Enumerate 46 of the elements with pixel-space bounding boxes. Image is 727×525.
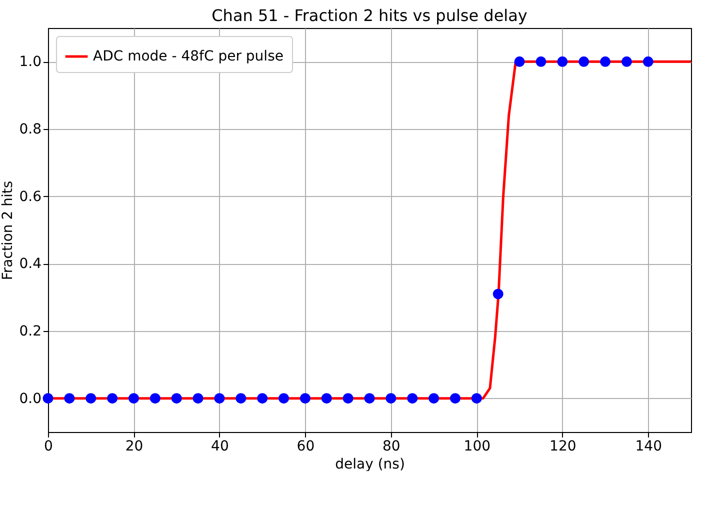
point (536, 56, 546, 67)
point (300, 393, 310, 404)
point (321, 393, 332, 404)
x-tick-label: 20 (125, 438, 144, 454)
y-tick-label: 1.0 (19, 54, 42, 70)
y-tick-label: 0.2 (19, 324, 42, 340)
point (600, 56, 611, 67)
y-tick-label: 0.8 (19, 122, 42, 138)
point (642, 56, 654, 67)
y-tick-label: 0.4 (19, 256, 42, 272)
point (64, 393, 75, 404)
point (128, 393, 139, 404)
point (171, 393, 182, 404)
x-tick-label: 80 (382, 438, 400, 454)
legend-label: ADC mode - 48fC per pulse (93, 48, 284, 64)
point (386, 393, 396, 404)
point (471, 393, 482, 404)
point (364, 393, 375, 404)
point (428, 393, 440, 404)
point (407, 393, 418, 404)
point (342, 393, 354, 404)
point (450, 393, 460, 404)
point (214, 393, 225, 404)
y-tick-label: 0.0 (19, 390, 42, 407)
point (107, 393, 118, 404)
x-tick-label: 0 (44, 438, 53, 454)
point (86, 393, 96, 404)
point (278, 393, 290, 404)
chart-title: Chan 51 - Fraction 2 hits vs pulse delay (212, 6, 528, 25)
x-tick-label: 60 (296, 438, 315, 454)
point (621, 56, 632, 67)
x-tick-label: 120 (550, 438, 576, 454)
point (42, 393, 54, 404)
y-axis-title: Fraction 2 hits (0, 180, 16, 280)
point (514, 56, 525, 67)
point (492, 288, 504, 300)
point (578, 56, 590, 67)
y-tick-label: 0.6 (19, 188, 42, 205)
point (192, 393, 204, 404)
x-tick-label: 140 (635, 438, 662, 454)
point (557, 56, 568, 67)
point (150, 393, 160, 404)
x-tick-label: 40 (211, 438, 229, 454)
point (236, 393, 246, 404)
point (257, 393, 268, 404)
x-tick-label: 100 (464, 438, 491, 454)
